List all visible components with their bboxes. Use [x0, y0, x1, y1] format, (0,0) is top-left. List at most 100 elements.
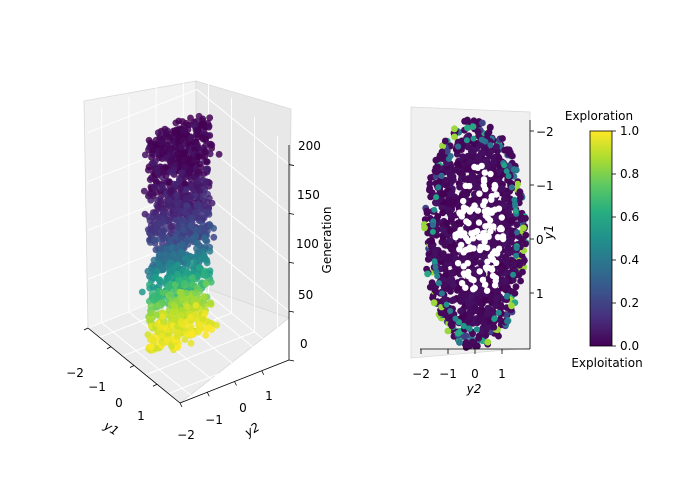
scatter-point [166, 281, 174, 288]
proj-x-tick-label: −1 [439, 367, 457, 381]
y-tick-label: 1 [265, 389, 273, 403]
x-tick-label: 1 [137, 409, 145, 423]
projection-point [513, 252, 519, 259]
scatter-point [167, 145, 175, 153]
projection-point [459, 153, 466, 161]
scatter-point [172, 129, 180, 137]
projection-point [469, 196, 477, 204]
scatter-point [189, 281, 197, 288]
projection-point [439, 142, 446, 150]
projection-point [448, 190, 455, 198]
projection-point [464, 152, 472, 160]
projection-point [456, 220, 464, 228]
scatter-point [188, 160, 195, 168]
projection-point [454, 260, 462, 267]
proj-y-tick-label: −2 [536, 125, 554, 139]
scatter-point [164, 213, 172, 221]
scatter-point [149, 283, 157, 291]
grid-line [168, 350, 278, 395]
projection-point [463, 166, 471, 173]
projection-point [495, 309, 502, 316]
projection-point [439, 290, 445, 297]
projection-point [449, 281, 457, 289]
scatter-point [202, 165, 210, 173]
colorbar-tick-label: 0.8 [620, 167, 639, 181]
projection-point [471, 181, 479, 189]
scatter-point [179, 118, 186, 125]
projection-point [484, 338, 492, 346]
scatter-point [154, 169, 162, 177]
projection-point [462, 344, 470, 351]
y-axis-label: y2 [241, 420, 262, 440]
scatter-point [147, 343, 155, 351]
projection-point [423, 207, 431, 215]
projection-point [427, 174, 434, 182]
projection-point [498, 225, 505, 233]
projection-point [492, 277, 499, 285]
projection-point [487, 170, 494, 178]
scatter-point [170, 308, 177, 316]
grid-line [145, 331, 255, 376]
projection-point [471, 191, 478, 198]
scatter-point [189, 235, 196, 243]
projection-point [505, 173, 512, 180]
projection-point [431, 258, 438, 265]
projection-point [474, 207, 482, 214]
projection-point [460, 322, 467, 329]
scatter3d-panel: 0 50 100 150 200 Generation −2 −1 0 1 y1… [66, 75, 334, 442]
scatter-point [160, 227, 168, 235]
projection-point [479, 119, 486, 127]
projection-point [492, 183, 499, 190]
scatter-point [197, 321, 205, 328]
projection-point [432, 199, 439, 207]
projection-point [448, 322, 456, 330]
projection-point [499, 135, 506, 142]
projection-point [482, 185, 489, 193]
projection-point [474, 164, 481, 171]
projection-point [490, 223, 497, 230]
projection-point [432, 264, 439, 271]
scatter-point [167, 229, 175, 237]
projection-point [442, 176, 449, 184]
scatter-point [180, 217, 188, 225]
projection-point [429, 228, 436, 235]
scatter-point [154, 129, 162, 137]
projection-point [461, 117, 468, 125]
scatter-point [181, 180, 189, 188]
projection-point [508, 302, 515, 310]
projection-point [481, 198, 489, 205]
projection-point [499, 185, 506, 192]
scatter-point [184, 303, 191, 311]
projection-point [463, 270, 470, 278]
projection-point [480, 176, 488, 183]
projection-point [451, 223, 458, 230]
scatter-point [147, 140, 155, 148]
colorbar-gradient [589, 130, 613, 347]
projection-point [426, 283, 434, 291]
projection-point [457, 298, 465, 305]
projection-point [428, 237, 435, 245]
projection-point [471, 304, 479, 311]
scatter-point [147, 226, 155, 233]
scatter-point [181, 336, 189, 343]
scatter-point [199, 315, 207, 323]
scatter-point [179, 250, 187, 257]
scatter-point [197, 121, 205, 129]
projection-point [462, 284, 469, 291]
projection-point [441, 239, 449, 247]
projection-point [473, 326, 480, 333]
projection-point [448, 276, 456, 284]
scatter-point [202, 178, 210, 186]
projection-point [447, 197, 455, 205]
projection-point [471, 140, 478, 148]
scatter-point [152, 140, 160, 148]
projection-point [493, 259, 500, 267]
scatter-point [206, 114, 214, 122]
projection-point [464, 124, 471, 132]
projection-point [475, 219, 483, 226]
projection-point [441, 265, 449, 273]
projection-point [435, 184, 442, 191]
projection-point [447, 215, 455, 223]
projection-point [457, 226, 464, 234]
projection-point [482, 264, 490, 271]
